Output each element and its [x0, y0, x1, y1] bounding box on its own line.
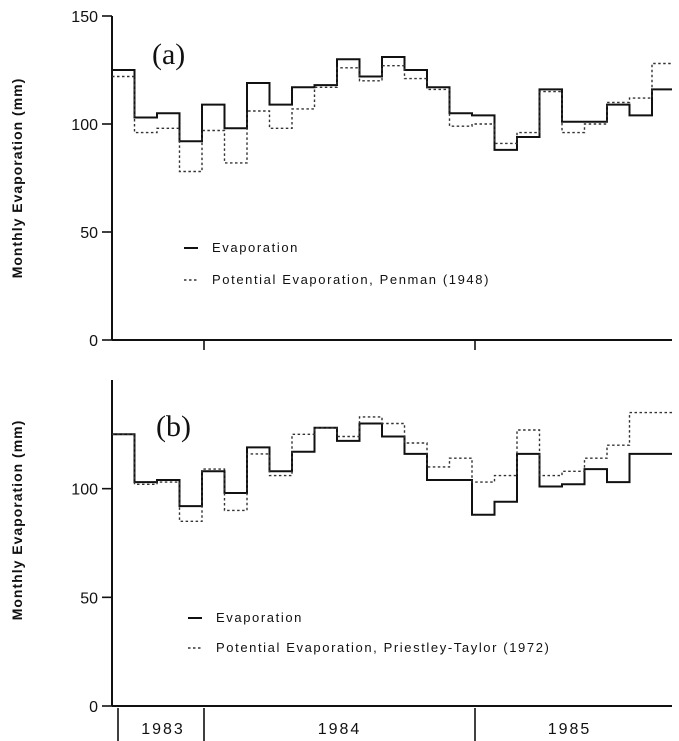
- y-tick-label: 150: [71, 9, 98, 26]
- panel-b: 0 50 100 Monthly Evaporation (mm) (b) Evapora…: [9, 380, 672, 716]
- series-line-evaporation: [112, 422, 672, 516]
- panel-label: (a): [152, 38, 185, 71]
- y-tick-label: 100: [71, 482, 98, 499]
- legend-entry: Potential Evaporation, Penman (1948): [212, 272, 490, 287]
- series-line-evaporation: [112, 56, 672, 151]
- y-tick-label: 50: [80, 225, 98, 242]
- y-tick-label: 0: [89, 699, 98, 716]
- year-label: 1984: [318, 721, 362, 738]
- year-label: 1983: [141, 721, 185, 738]
- legend-entry: Evaporation: [212, 240, 299, 255]
- panel-a: 0 50 100 150 Monthly Evaporation (mm) (a) Evap…: [9, 9, 672, 350]
- y-axis-label: Monthly Evaporation (mm): [9, 78, 25, 279]
- y-tick-label: 50: [80, 590, 98, 607]
- year-axis: 1983 1984 1985: [117, 708, 592, 741]
- panel-label: (b): [156, 410, 191, 443]
- y-tick-label: 100: [71, 117, 98, 134]
- y-tick-label: 0: [89, 333, 98, 350]
- series-line-potential-evaporation: [112, 62, 672, 173]
- legend-entry: Evaporation: [216, 610, 303, 625]
- year-label: 1985: [548, 721, 592, 738]
- legend-entry: Potential Evaporation, Priestley-Taylor …: [216, 640, 550, 655]
- series-line-potential-evaporation: [112, 411, 672, 522]
- y-axis-label: Monthly Evaporation (mm): [9, 420, 25, 621]
